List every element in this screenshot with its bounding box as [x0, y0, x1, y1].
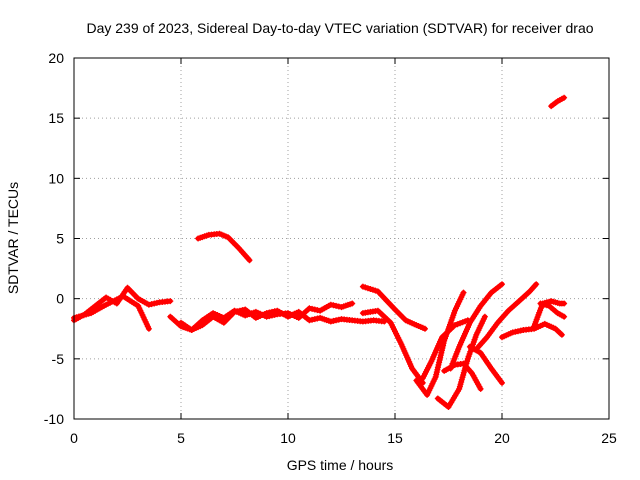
chart-title: Day 239 of 2023, Sidereal Day-to-day VTE… — [86, 20, 593, 36]
x-tick-label: 5 — [177, 430, 185, 446]
y-axis-label: SDTVAR / TECUs — [5, 182, 21, 294]
y-tick-label: -5 — [52, 351, 65, 367]
x-tick-label: 10 — [280, 430, 296, 446]
y-tick-label: 15 — [48, 110, 64, 126]
series-track-4 — [178, 306, 388, 333]
x-tick-label: 20 — [494, 430, 510, 446]
y-tick-label: 20 — [48, 50, 64, 66]
series-track-12 — [447, 281, 505, 372]
data-point — [499, 281, 505, 288]
data-point — [422, 325, 428, 332]
data-point — [349, 300, 356, 307]
series-track-5 — [195, 230, 253, 264]
data-point — [246, 257, 253, 264]
data-point — [561, 94, 568, 101]
series-track-18 — [548, 94, 568, 110]
data-point — [561, 313, 568, 320]
data-point — [145, 325, 152, 332]
data-point — [167, 298, 174, 305]
data-point — [499, 379, 505, 386]
y-tick-label: 5 — [56, 231, 64, 247]
data-point — [460, 289, 467, 296]
grid-lines — [74, 58, 609, 419]
x-tick-label: 0 — [70, 430, 78, 446]
series-track-14 — [473, 281, 540, 353]
y-tick-label: 10 — [48, 170, 64, 186]
axis-ticks: 0 5 10 15 20 25 -10 -5 0 5 10 15 20 — [44, 50, 617, 446]
data-point — [481, 313, 488, 320]
x-axis-label: GPS time / hours — [287, 457, 394, 473]
data-point — [558, 331, 565, 338]
series-track-6 — [359, 283, 428, 332]
series-track-2 — [71, 293, 152, 332]
y-tick-label: 0 — [56, 291, 64, 307]
series-track-7 — [359, 307, 426, 386]
series-track-17 — [537, 300, 568, 320]
x-tick-label: 25 — [601, 430, 617, 446]
data-point — [533, 281, 540, 288]
data-point — [477, 385, 484, 392]
x-tick-label: 15 — [387, 430, 403, 446]
data-point — [561, 300, 568, 307]
y-tick-label: -10 — [44, 411, 64, 427]
series-track-9 — [419, 317, 471, 382]
data-series — [71, 94, 568, 410]
